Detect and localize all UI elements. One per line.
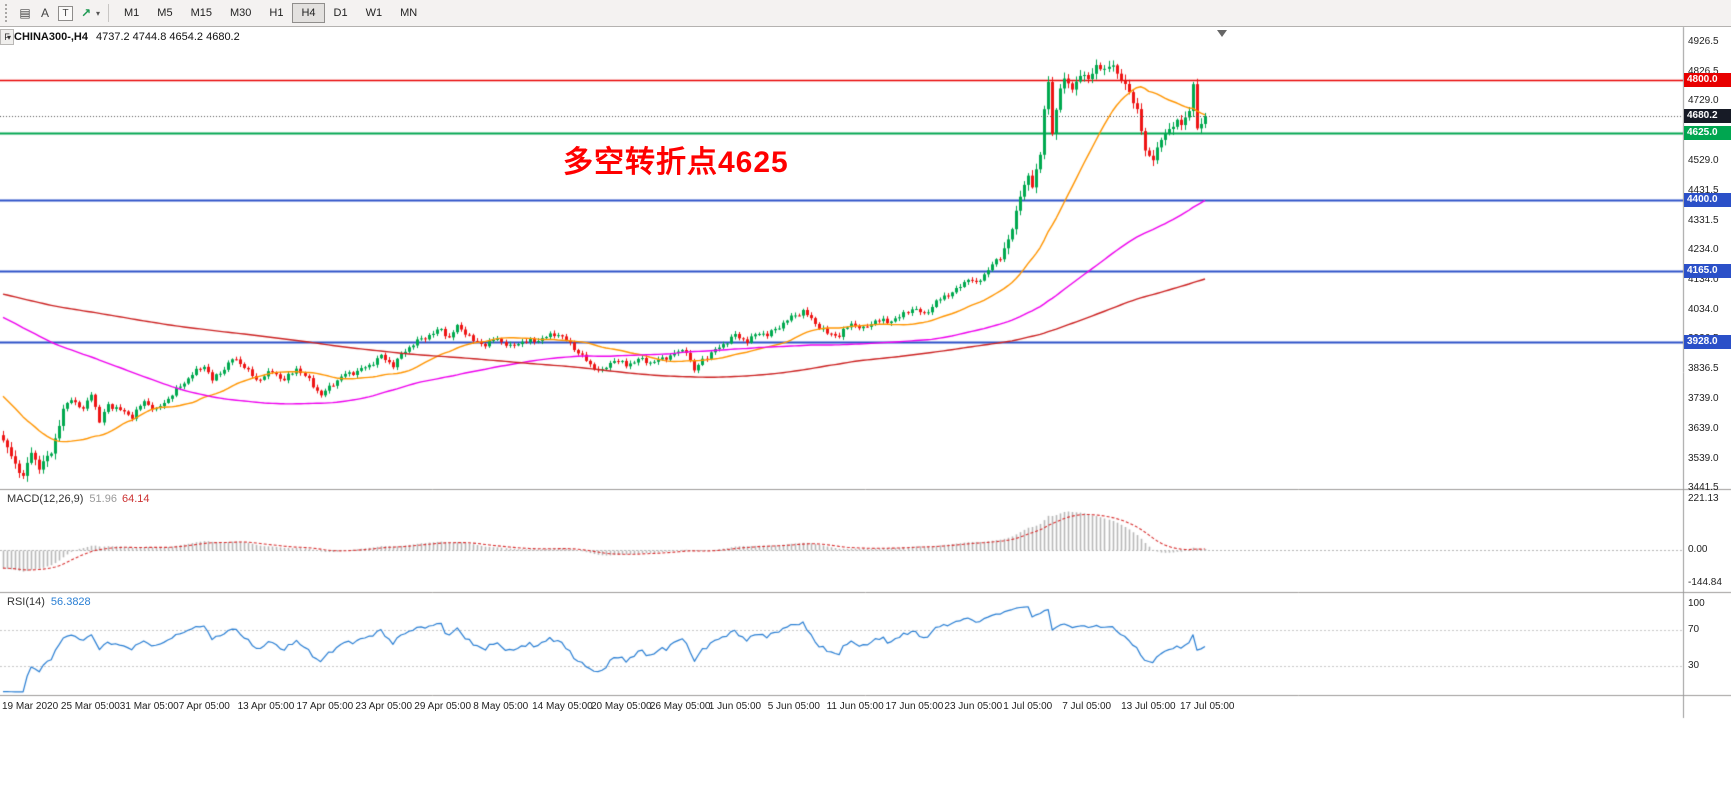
time-axis-label: 25 Mar 05:00 bbox=[60, 701, 120, 712]
price-axis-tick: 3539.0 bbox=[1688, 452, 1719, 464]
tf-button-h1[interactable]: H1 bbox=[260, 3, 292, 23]
price-level-badge: 4165.0 bbox=[1684, 263, 1731, 278]
time-axis-label: 17 Apr 05:00 bbox=[296, 701, 354, 712]
dropdown-caret-icon[interactable]: ▾ bbox=[96, 8, 101, 18]
text-label-tool-icon[interactable]: T bbox=[58, 5, 73, 21]
time-axis-label: 20 May 05:00 bbox=[591, 701, 652, 712]
current-price-badge: 4680.2 bbox=[1684, 108, 1731, 123]
tf-button-d1[interactable]: D1 bbox=[325, 3, 357, 23]
price-axis-tick: 4729.0 bbox=[1688, 95, 1719, 107]
price-axis-tick: 4034.0 bbox=[1688, 304, 1719, 316]
tf-button-m1[interactable]: M1 bbox=[115, 3, 148, 23]
chart-annotation-text: 多空转折点4625 bbox=[563, 146, 789, 179]
tf-button-m15[interactable]: M15 bbox=[182, 3, 221, 23]
price-axis-tick: 3639.0 bbox=[1688, 422, 1719, 434]
dock-tab-f[interactable]: F bbox=[0, 29, 14, 45]
chart-header: ▾ CHINA300-,H4 4737.2 4744.8 4654.2 4680.2 bbox=[7, 31, 240, 43]
price-axis-tick: 3739.0 bbox=[1688, 392, 1719, 404]
time-axis-label: 13 Apr 05:00 bbox=[237, 701, 295, 712]
tool-icon-group: ▤ A T ↗ ▾ bbox=[15, 3, 102, 23]
macd-axis-tick: 221.13 bbox=[1688, 493, 1719, 505]
time-axis-label: 23 Apr 05:00 bbox=[355, 701, 413, 712]
price-level-badge: 3928.0 bbox=[1684, 334, 1731, 349]
rsi-axis-tick: 100 bbox=[1688, 598, 1705, 609]
time-axis-label: 11 Jun 05:00 bbox=[826, 701, 884, 712]
tf-button-h4[interactable]: H4 bbox=[292, 3, 325, 23]
tf-button-m30[interactable]: M30 bbox=[221, 3, 260, 23]
chart-window-icon[interactable]: ▤ bbox=[19, 6, 31, 20]
timeframe-group: M1 M5 M15 M30 H1 H4 D1 W1 MN bbox=[115, 3, 426, 23]
rsi-value: 56.3828 bbox=[50, 596, 91, 608]
price-level-badge: 4400.0 bbox=[1684, 193, 1731, 208]
line-studies-icon[interactable]: ↗ bbox=[80, 6, 92, 20]
macd-axis-tick: -144.84 bbox=[1688, 577, 1722, 589]
time-axis-label: 13 Jul 05:00 bbox=[1121, 701, 1176, 712]
price-axis-tick: 4529.0 bbox=[1688, 155, 1719, 167]
time-axis-label: 1 Jun 05:00 bbox=[708, 701, 762, 712]
font-tool-icon[interactable]: A bbox=[40, 6, 49, 20]
toolbar-separator bbox=[108, 4, 110, 22]
symbol-dropdown-icon[interactable]: ▾ bbox=[7, 33, 12, 42]
ohlc-values: 4737.2 4744.8 4654.2 4680.2 bbox=[95, 31, 240, 43]
time-axis-label: 17 Jul 05:00 bbox=[1180, 701, 1235, 712]
macd-axis-tick: 0.00 bbox=[1688, 544, 1708, 556]
time-axis-label: 7 Jul 05:00 bbox=[1062, 701, 1112, 712]
rsi-axis-tick: 30 bbox=[1688, 659, 1700, 671]
price-axis-tick: 4134.0 bbox=[1688, 274, 1719, 286]
time-axis-label: 14 May 05:00 bbox=[532, 701, 593, 712]
price-level-badge: 4800.0 bbox=[1684, 72, 1731, 87]
macd-title: MACD(12,26,9) bbox=[7, 493, 84, 505]
rsi-title: RSI(14) bbox=[7, 596, 45, 608]
time-axis-label: 31 Mar 05:00 bbox=[119, 701, 179, 712]
time-axis-label: 5 Jun 05:00 bbox=[767, 701, 820, 712]
tf-button-m5[interactable]: M5 bbox=[148, 3, 181, 23]
macd-main-value: 51.96 bbox=[89, 493, 117, 505]
price-axis-tick: 4331.5 bbox=[1688, 214, 1719, 226]
tf-button-w1[interactable]: W1 bbox=[357, 3, 392, 23]
time-axis-label: 7 Apr 05:00 bbox=[178, 701, 230, 712]
symbol-label: CHINA300-,H4 bbox=[14, 31, 88, 43]
time-axis-label: 29 Apr 05:00 bbox=[414, 701, 472, 712]
price-axis-tick: 4234.0 bbox=[1688, 243, 1719, 255]
price-axis-tick: 4431.5 bbox=[1688, 184, 1719, 196]
time-axis-label: 17 Jun 05:00 bbox=[885, 701, 944, 712]
rsi-axis-tick: 70 bbox=[1688, 624, 1700, 636]
macd-signal-value: 64.14 bbox=[121, 493, 150, 505]
time-axis-label: 23 Jun 05:00 bbox=[944, 701, 1003, 712]
time-axis-label: 8 May 05:00 bbox=[473, 701, 529, 712]
chart-shift-marker-icon[interactable] bbox=[1217, 30, 1227, 37]
main-toolbar: ▤ A T ↗ ▾ M1 M5 M15 M30 H1 H4 D1 W1 MN bbox=[0, 0, 1731, 27]
macd-indicator-label: MACD(12,26,9) 51.96 64.14 bbox=[7, 493, 149, 505]
toolbar-grip[interactable] bbox=[5, 4, 10, 22]
tf-button-mn[interactable]: MN bbox=[391, 3, 426, 23]
price-axis-tick: 4826.5 bbox=[1688, 66, 1719, 78]
price-axis-tick: 3836.5 bbox=[1688, 363, 1719, 375]
price-level-badge: 4625.0 bbox=[1684, 125, 1731, 140]
time-axis-label: 1 Jul 05:00 bbox=[1003, 701, 1053, 712]
time-axis-label: 26 May 05:00 bbox=[649, 701, 711, 712]
price-axis-tick: 4926.5 bbox=[1688, 36, 1719, 47]
rsi-indicator-label: RSI(14) 56.3828 bbox=[7, 596, 91, 608]
price-axis-tick: 3441.5 bbox=[1688, 482, 1719, 493]
time-axis-label: 19 Mar 2020 bbox=[2, 701, 59, 712]
